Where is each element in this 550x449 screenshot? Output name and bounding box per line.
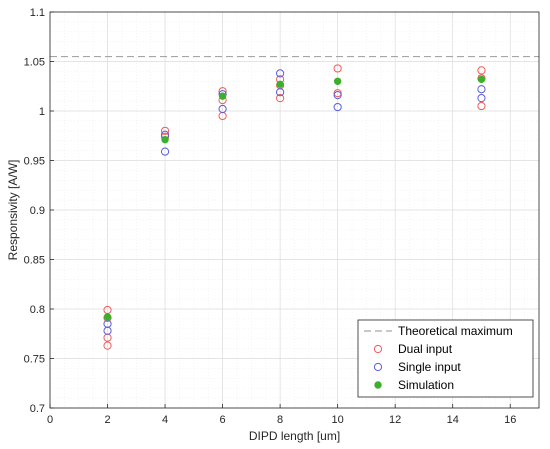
legend-marker-simulation (374, 381, 382, 389)
legend-marker-single-input (373, 362, 383, 372)
single-input-point (477, 85, 486, 94)
y-tick-label: 1 (39, 106, 45, 118)
y-tick-label: 0.8 (30, 304, 45, 316)
y-tick-label: 1.1 (30, 7, 45, 19)
x-tick-label: 14 (447, 414, 459, 426)
y-axis-ticks: 0.7 0.75 0.8 0.85 0.9 0.95 1 1.05 1.1 (24, 7, 54, 415)
y-tick-label: 0.75 (24, 354, 45, 366)
y-axis-label: Responsivity [A/W] (6, 160, 20, 261)
legend: Theoretical maximum Dual input Single inpu… (357, 319, 534, 398)
single-input-point (477, 94, 486, 103)
x-tick-label: 4 (162, 414, 168, 426)
x-tick-label: 6 (220, 414, 226, 426)
single-input-point (333, 102, 342, 112)
simulation-point (477, 75, 486, 84)
x-tick-label: 10 (332, 414, 344, 426)
x-axis-label: DIPD length [um] (249, 429, 340, 443)
single-input-point (276, 69, 285, 78)
y-tick-label: 0.9 (30, 205, 45, 217)
simulation-point (333, 77, 342, 86)
legend-label-single-input: Single input (398, 360, 461, 374)
legend-label-dual-input: Dual input (398, 342, 453, 356)
simulation-point (103, 313, 112, 321)
x-tick-label: 2 (104, 414, 110, 426)
y-tick-label: 0.95 (24, 156, 45, 168)
dual-input-point (333, 64, 342, 73)
dual-input-point (160, 126, 170, 135)
x-tick-label: 16 (504, 414, 516, 426)
y-tick-label: 0.85 (24, 255, 45, 267)
legend-label-theoretical-maximum: Theoretical maximum (398, 324, 513, 338)
simulation-point (161, 136, 169, 144)
single-input-point (218, 104, 227, 114)
x-tick-label: 8 (277, 414, 283, 426)
dual-input-point (276, 94, 285, 103)
legend-marker-dual-input (373, 344, 383, 354)
dual-input-point (477, 66, 486, 75)
x-tick-label: 12 (389, 414, 401, 426)
x-tick-label: 0 (47, 414, 53, 426)
y-tick-label: 1.05 (24, 57, 45, 69)
y-tick-label: 0.7 (30, 403, 45, 415)
dual-input-point (333, 89, 342, 98)
single-input-point (160, 147, 170, 156)
dual-input-point (103, 341, 112, 350)
series-layer (50, 55, 539, 350)
single-input-point (333, 91, 342, 100)
single-input-point (276, 88, 285, 97)
legend-box (357, 319, 534, 398)
simulation-point (276, 80, 284, 88)
x-axis-ticks: 0 2 4 6 8 10 12 14 16 (47, 404, 516, 426)
simulation-point (218, 92, 227, 100)
single-input-point (103, 326, 112, 335)
legend-label-simulation: Simulation (398, 378, 454, 392)
dual-input-point (477, 101, 486, 111)
